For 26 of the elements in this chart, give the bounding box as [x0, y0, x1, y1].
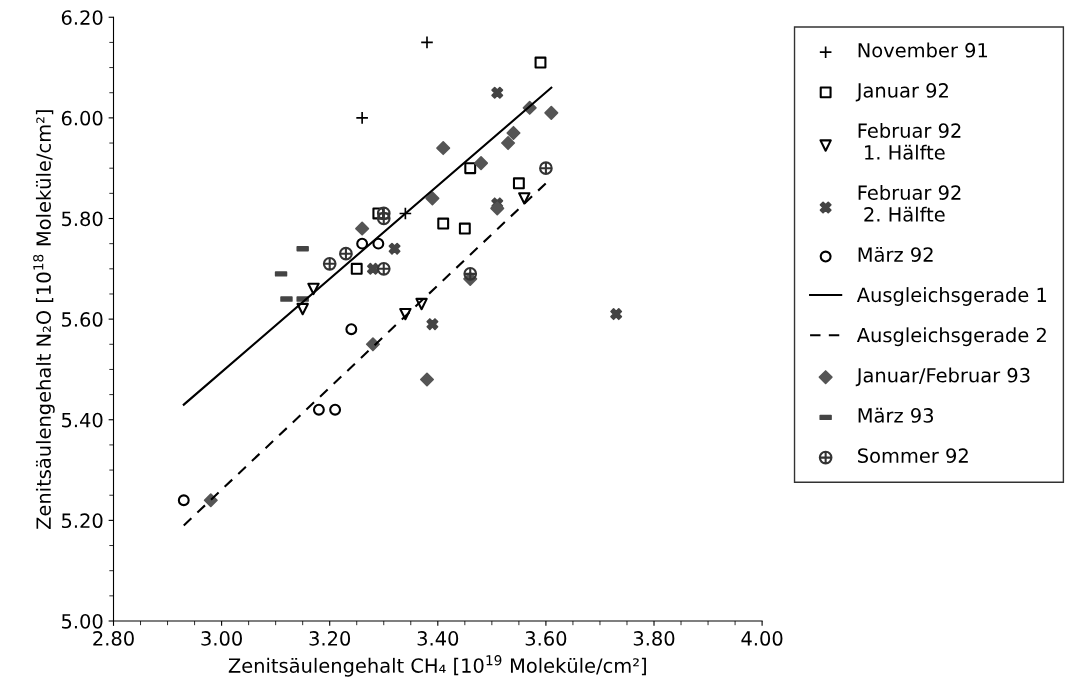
- x-tick-label: 3.40: [417, 631, 459, 646]
- y-tick-label: 6.20: [61, 10, 103, 25]
- legend-label: Januar 92: [855, 83, 948, 102]
- x-tick-label: 3.00: [201, 631, 242, 646]
- legend-label: November 91: [858, 42, 988, 58]
- legend-label: März 92: [858, 246, 933, 262]
- legend-label: Februar 92 1. Hälfte: [858, 122, 961, 160]
- y-tick-label: 5.20: [61, 513, 103, 529]
- legend-label: Februar 92 2. Hälfte: [858, 184, 961, 222]
- legend-label: Sommer 92: [858, 448, 968, 463]
- y-tick-label: 6.00: [61, 110, 103, 126]
- x-tick-label: 2.80: [93, 631, 134, 646]
- y-tick-label: 5.60: [61, 312, 103, 327]
- legend-label: Ausgleichsgerade 1: [856, 287, 1047, 306]
- x-tick-label: 4.00: [741, 631, 783, 646]
- legend-label: Ausgleichsgerade 2: [856, 327, 1046, 347]
- y-tick-label: 5.80: [61, 211, 103, 227]
- x-tick-label: 3.20: [309, 631, 351, 646]
- y-axis-title: Zenitsäulengehalt N₂O [10$^{18}$ Moleküle/cm²]: [33, 110, 55, 530]
- x-tick-label: 3.80: [633, 631, 675, 646]
- x-axis-title: Zenitsäulengehalt CH₄ [10$^{19}$ Moleküle/cm²]: [228, 655, 646, 677]
- x-tick-label: 3.60: [525, 631, 567, 646]
- y-tick-label: 5.40: [61, 412, 103, 428]
- legend-label: Januar/Februar 93: [855, 367, 1030, 387]
- y-tick-label: 5.00: [61, 613, 103, 629]
- legend-label: März 93: [858, 407, 934, 423]
